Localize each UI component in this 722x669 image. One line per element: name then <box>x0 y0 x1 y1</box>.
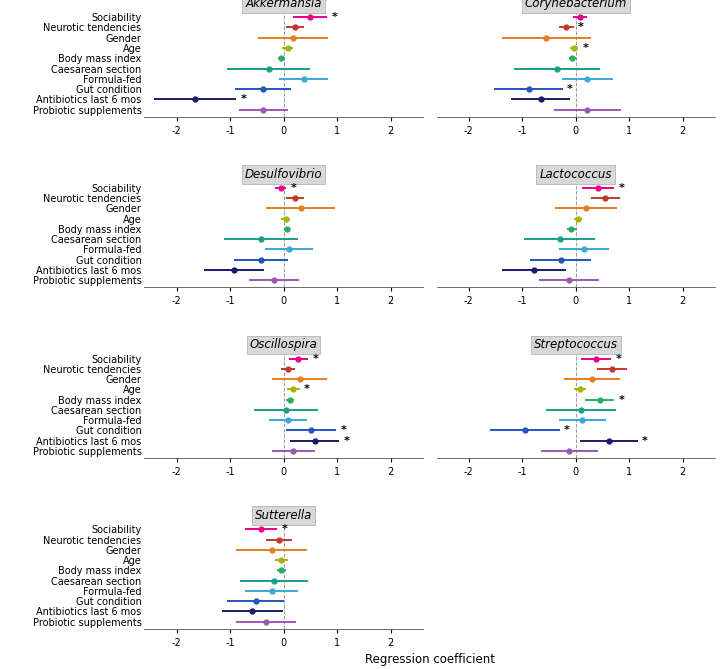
Text: *: * <box>583 43 588 53</box>
Text: *: * <box>619 395 625 405</box>
Text: *: * <box>619 183 625 193</box>
Text: *: * <box>642 436 648 446</box>
Text: *: * <box>240 94 247 104</box>
Text: *: * <box>331 12 338 22</box>
Text: *: * <box>304 385 310 395</box>
Text: *: * <box>282 524 287 535</box>
Title: Streptococcus: Streptococcus <box>534 339 617 351</box>
Text: *: * <box>341 425 347 436</box>
Title: Desulfovibrio: Desulfovibrio <box>245 168 322 181</box>
Title: Akkermansia: Akkermansia <box>245 0 322 10</box>
Text: *: * <box>313 354 318 364</box>
Text: *: * <box>578 23 583 33</box>
Title: Lactococcus: Lactococcus <box>539 168 612 181</box>
Title: Corynebacterium: Corynebacterium <box>524 0 627 10</box>
Text: Regression coefficient: Regression coefficient <box>365 653 495 666</box>
Title: Oscillospira: Oscillospira <box>250 339 318 351</box>
Text: *: * <box>564 425 570 436</box>
Text: *: * <box>615 354 621 364</box>
Text: *: * <box>344 436 349 446</box>
Title: Sutterella: Sutterella <box>255 509 312 522</box>
Text: *: * <box>567 84 573 94</box>
Text: *: * <box>290 183 296 193</box>
